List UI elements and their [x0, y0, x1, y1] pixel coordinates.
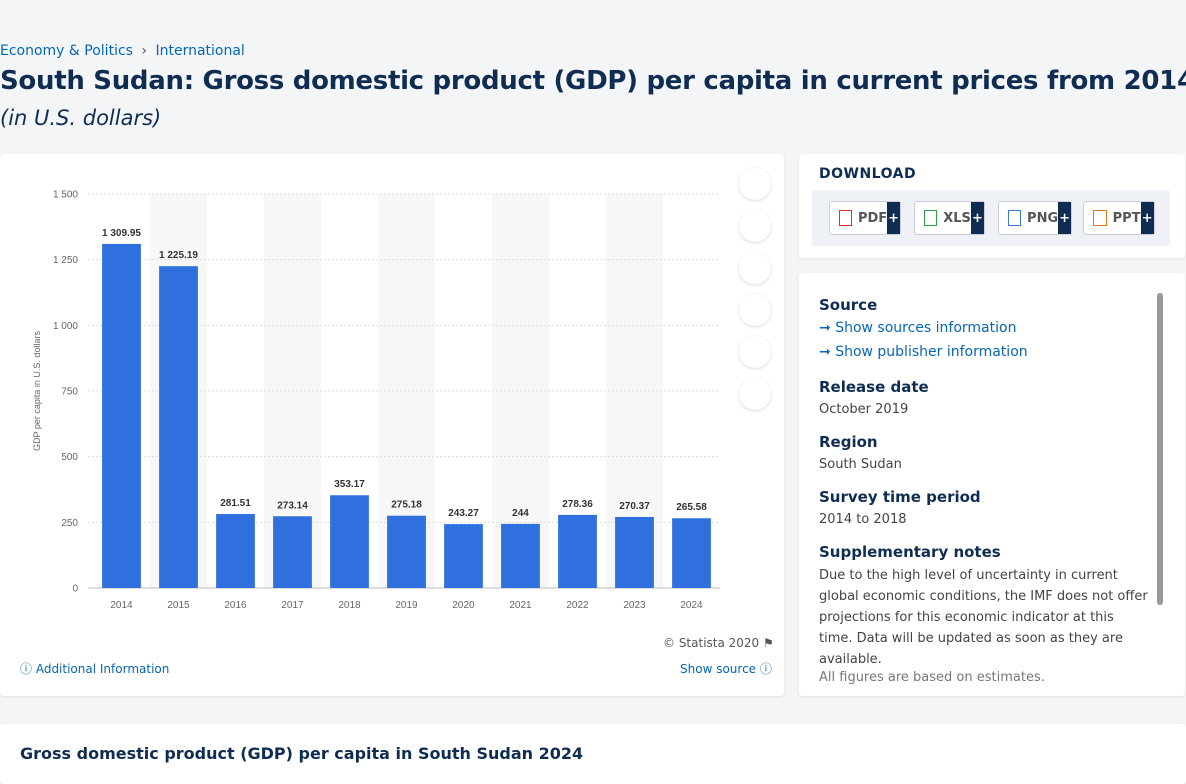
- share-button[interactable]: [739, 294, 771, 326]
- button-plus: +: [887, 202, 900, 234]
- favorite-button[interactable]: [739, 168, 771, 200]
- extra-note: All figures are based on estimates.: [819, 670, 1045, 685]
- value-label: 270.37: [619, 501, 650, 512]
- info-label: Supplementary notes: [819, 543, 1001, 561]
- value-label: 353.17: [334, 479, 365, 490]
- alert-button[interactable]: [739, 210, 771, 242]
- download-title: DOWNLOAD: [819, 166, 917, 182]
- chart: 0 250 500 750 1 000 1 250 1 500 GDP per capita …: [32, 190, 720, 611]
- additional-info[interactable]: ⓘ Additional Information: [20, 662, 170, 676]
- bar: [672, 518, 711, 588]
- value-label: 275.18: [391, 500, 422, 511]
- download-button[interactable]: PPT +: [1083, 201, 1155, 235]
- info-value: 2014 to 2018: [819, 512, 907, 527]
- info-value: Due to the high level of uncertainty in …: [819, 568, 1148, 667]
- link-text: Show sources information: [835, 320, 1017, 336]
- x-tick-label: 2024: [680, 600, 703, 611]
- x-tick-label: 2021: [509, 600, 532, 611]
- info-label: Region: [819, 433, 878, 451]
- bottom-card: Gross domestic product (GDP) per capita …: [0, 724, 1186, 784]
- y-tick-label: 250: [61, 518, 78, 529]
- bar: [273, 516, 312, 588]
- additional-text: Additional Information: [35, 662, 170, 676]
- bottom-heading: Gross domestic product (GDP) per capita …: [20, 744, 584, 763]
- file-icon: [1093, 210, 1107, 226]
- button-label: PNG: [1027, 210, 1059, 226]
- x-tick-label: 2020: [452, 600, 475, 611]
- cite-button[interactable]: [739, 336, 771, 368]
- bar: [159, 266, 198, 588]
- bar: [330, 495, 369, 588]
- crumb-link[interactable]: International: [155, 43, 245, 59]
- source-label: Source: [819, 296, 878, 314]
- sources-link[interactable]: ➞ Show sources information: [819, 320, 1017, 336]
- value-label: 281.51: [220, 498, 251, 509]
- page: {"breadcrumb":["Economy & Politics","Int…: [0, 43, 1186, 784]
- y-tick-label: 1 250: [53, 255, 78, 266]
- file-icon: [1008, 210, 1022, 226]
- y-tick-label: 500: [61, 452, 78, 463]
- x-tick-label: 2022: [566, 600, 589, 611]
- value-label: 1 309.95: [102, 228, 141, 239]
- info-value: October 2019: [819, 402, 909, 417]
- bar: [615, 516, 654, 588]
- value-label: 1 225.19: [159, 250, 198, 261]
- bar: [102, 243, 141, 588]
- subtitle: (in U.S. dollars): [0, 106, 162, 130]
- x-tick-label: 2016: [224, 600, 247, 611]
- y-axis-label: GDP per capita in U.S. dollars: [32, 331, 42, 451]
- print-button[interactable]: [739, 378, 771, 410]
- download-button[interactable]: PNG +: [998, 201, 1072, 235]
- button-label: PPT: [1112, 210, 1141, 226]
- y-tick-label: 1 500: [53, 190, 78, 201]
- x-tick-label: 2015: [167, 600, 190, 611]
- bar: [387, 515, 426, 588]
- x-tick-label: 2023: [623, 600, 646, 611]
- publisher-link[interactable]: ➞ Show publisher information: [819, 344, 1028, 360]
- link-text: Show publisher information: [835, 344, 1028, 360]
- info-label: Release date: [819, 378, 929, 396]
- file-icon: [924, 210, 938, 226]
- value-label: 244: [512, 508, 529, 519]
- button-label: PDF: [857, 210, 888, 226]
- button-plus: +: [970, 202, 984, 234]
- button-plus: +: [1140, 202, 1154, 234]
- button-plus: +: [1058, 202, 1071, 234]
- y-tick-label: 1 000: [53, 321, 78, 332]
- value-label: 243.27: [448, 508, 479, 519]
- copyright-text: © Statista 2020: [663, 636, 760, 650]
- bar: [501, 523, 540, 588]
- bar: [444, 524, 483, 588]
- show-source-text: Show source: [680, 662, 757, 676]
- info-card: Source ➞ Show sources information ➞ Show…: [799, 273, 1185, 696]
- file-icon: [839, 210, 852, 226]
- bar: [216, 514, 255, 588]
- value-label: 273.14: [277, 500, 308, 511]
- y-tick-label: 0: [72, 584, 78, 595]
- copyright: © Statista 2020 ⚑: [663, 636, 774, 650]
- x-tick-label: 2019: [395, 600, 418, 611]
- button-label: XLS: [943, 210, 971, 226]
- value-label: 278.36: [562, 499, 593, 510]
- y-tick-label: 750: [61, 387, 78, 398]
- bar: [558, 514, 597, 588]
- info-value: South Sudan: [819, 457, 902, 472]
- value-label: 265.58: [676, 502, 707, 513]
- download-button[interactable]: XLS +: [914, 201, 985, 235]
- x-tick-label: 2018: [338, 600, 361, 611]
- chart-card: 0 250 500 750 1 000 1 250 1 500 GDP per capita …: [0, 154, 784, 696]
- settings-button[interactable]: [739, 252, 771, 284]
- download-button[interactable]: PDF +: [829, 201, 901, 235]
- breadcrumb: Economy & Politics › International: [0, 43, 245, 59]
- x-tick-label: 2017: [281, 600, 304, 611]
- scrollbar-thumb[interactable]: [1157, 293, 1163, 605]
- crumb-link[interactable]: Economy & Politics: [0, 43, 133, 59]
- x-tick-label: 2014: [110, 600, 133, 611]
- info-label: Survey time period: [819, 488, 981, 506]
- title: South Sudan: Gross domestic product (GDP…: [0, 66, 1186, 96]
- show-source[interactable]: Show source ⓘ: [680, 662, 772, 676]
